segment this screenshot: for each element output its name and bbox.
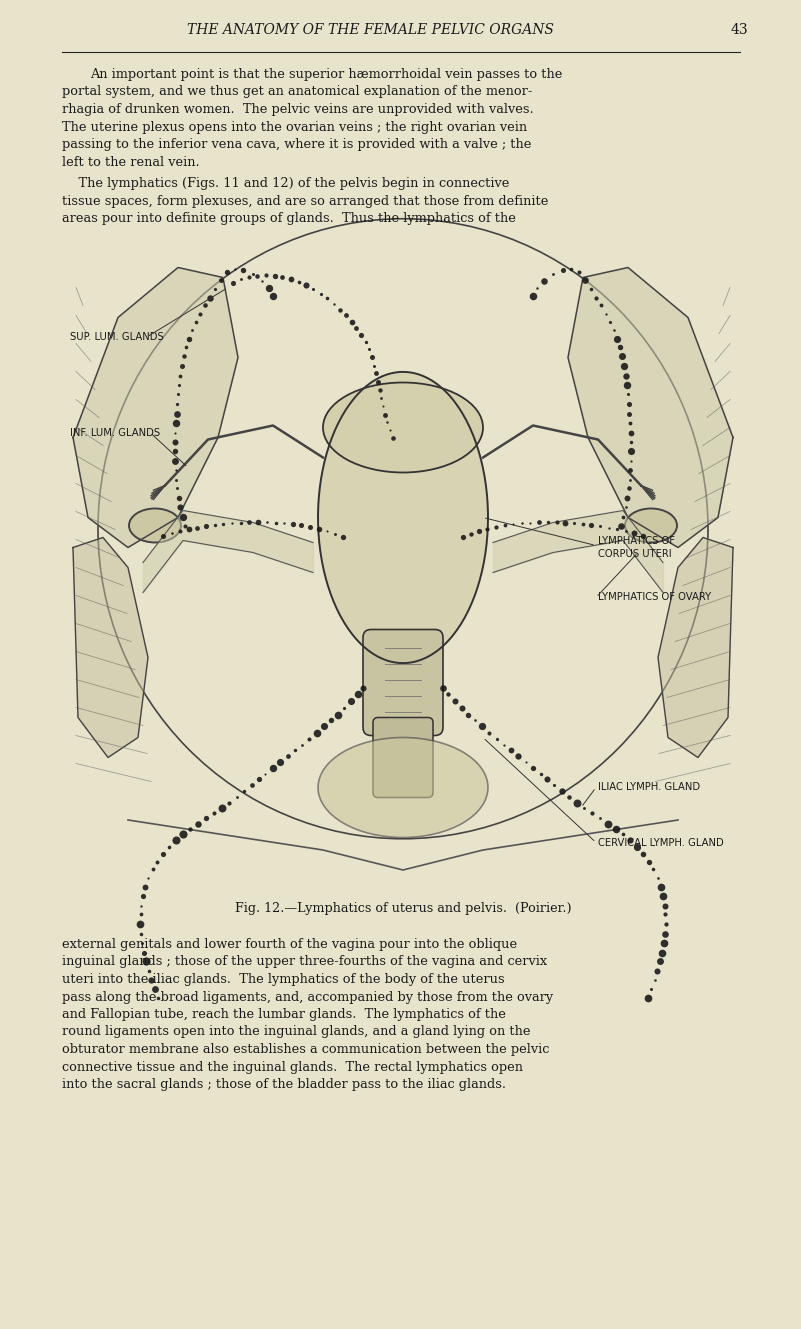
- Text: areas pour into definite groups of glands.  Thus the lymphatics of the: areas pour into definite groups of gland…: [62, 213, 516, 225]
- Text: left to the renal vein.: left to the renal vein.: [62, 155, 199, 169]
- Text: LYMPHATICS OF
CORPUS UTERI: LYMPHATICS OF CORPUS UTERI: [598, 537, 675, 558]
- Ellipse shape: [323, 383, 483, 473]
- Polygon shape: [658, 537, 733, 758]
- Text: An important point is that the superior hæmorrhoidal vein passes to the: An important point is that the superior …: [90, 68, 562, 81]
- Text: LYMPHATICS OF OVARY: LYMPHATICS OF OVARY: [598, 593, 711, 602]
- Polygon shape: [568, 267, 733, 548]
- Text: into the sacral glands ; those of the bladder pass to the iliac glands.: into the sacral glands ; those of the bl…: [62, 1078, 506, 1091]
- FancyBboxPatch shape: [373, 718, 433, 797]
- Text: uteri into the iliac glands.  The lymphatics of the body of the uterus: uteri into the iliac glands. The lymphat…: [62, 973, 505, 986]
- Text: round ligaments open into the inguinal glands, and a gland lying on the: round ligaments open into the inguinal g…: [62, 1026, 530, 1038]
- Text: The uterine plexus opens into the ovarian veins ; the right ovarian vein: The uterine plexus opens into the ovaria…: [62, 121, 527, 133]
- Text: THE ANATOMY OF THE FEMALE PELVIC ORGANS: THE ANATOMY OF THE FEMALE PELVIC ORGANS: [187, 23, 553, 37]
- Text: ILIAC LYMPH. GLAND: ILIAC LYMPH. GLAND: [598, 783, 700, 792]
- Text: tissue spaces, form plexuses, and are so arranged that those from definite: tissue spaces, form plexuses, and are so…: [62, 194, 549, 207]
- Text: CERVICAL LYMPH. GLAND: CERVICAL LYMPH. GLAND: [598, 837, 724, 848]
- Text: portal system, and we thus get an anatomical explanation of the menor-: portal system, and we thus get an anatom…: [62, 85, 533, 98]
- Polygon shape: [73, 537, 148, 758]
- Ellipse shape: [129, 509, 181, 542]
- Text: and Fallopian tube, reach the lumbar glands.  The lymphatics of the: and Fallopian tube, reach the lumbar gla…: [62, 1007, 506, 1021]
- Text: SUP. LUM. GLANDS: SUP. LUM. GLANDS: [70, 332, 163, 343]
- Text: passing to the inferior vena cava, where it is provided with a valve ; the: passing to the inferior vena cava, where…: [62, 138, 531, 152]
- Text: pass along the broad ligaments, and, accompanied by those from the ovary: pass along the broad ligaments, and, acc…: [62, 990, 553, 1003]
- FancyBboxPatch shape: [363, 630, 443, 735]
- Polygon shape: [73, 267, 238, 548]
- Text: 43: 43: [731, 23, 748, 37]
- Text: rhagia of drunken women.  The pelvic veins are unprovided with valves.: rhagia of drunken women. The pelvic vein…: [62, 104, 533, 116]
- Ellipse shape: [318, 738, 488, 837]
- Text: connective tissue and the inguinal glands.  The rectal lymphatics open: connective tissue and the inguinal gland…: [62, 1061, 523, 1074]
- Text: external genitals and lower fourth of the vagina pour into the oblique: external genitals and lower fourth of th…: [62, 938, 517, 952]
- Ellipse shape: [625, 509, 677, 542]
- Text: obturator membrane also establishes a communication between the pelvic: obturator membrane also establishes a co…: [62, 1043, 549, 1057]
- Text: INF. LUM. GLANDS: INF. LUM. GLANDS: [70, 428, 160, 437]
- Polygon shape: [318, 372, 488, 663]
- Text: inguinal glands ; those of the upper three-fourths of the vagina and cervix: inguinal glands ; those of the upper thr…: [62, 956, 547, 969]
- Text: Fig. 12.—Lymphatics of uterus and pelvis.  (Poirier.): Fig. 12.—Lymphatics of uterus and pelvis…: [235, 902, 571, 914]
- Text: The lymphatics (Figs. 11 and 12) of the pelvis begin in connective: The lymphatics (Figs. 11 and 12) of the …: [62, 177, 509, 190]
